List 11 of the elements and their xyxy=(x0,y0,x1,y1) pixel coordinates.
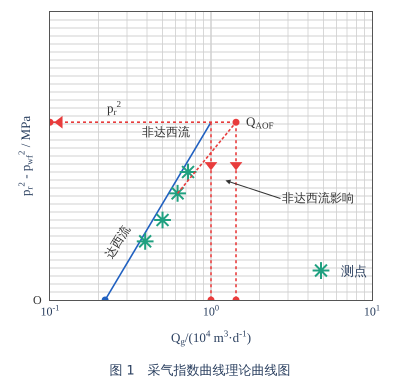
text: Q$_{g}$/(10$^{4}$ m$^{3}$·d$^{-1}$) xyxy=(170,328,252,347)
x-tick-label: 10$^{0}$ xyxy=(202,303,220,318)
legend-label: 测点 xyxy=(341,264,367,279)
x-tick-label: 10$^{1}$ xyxy=(364,303,380,318)
annotation: 达西流 xyxy=(102,222,133,261)
annotation: 非达西流影响 xyxy=(282,191,354,205)
x-tick-label: 10$^{-1}$ xyxy=(40,303,60,318)
annotation: 非达西流 xyxy=(142,125,190,139)
text: O xyxy=(33,293,42,307)
annotation: Q$_{AOF}$ xyxy=(246,114,274,131)
text: 图 1 采气指数曲线理论曲线图 xyxy=(109,363,291,378)
